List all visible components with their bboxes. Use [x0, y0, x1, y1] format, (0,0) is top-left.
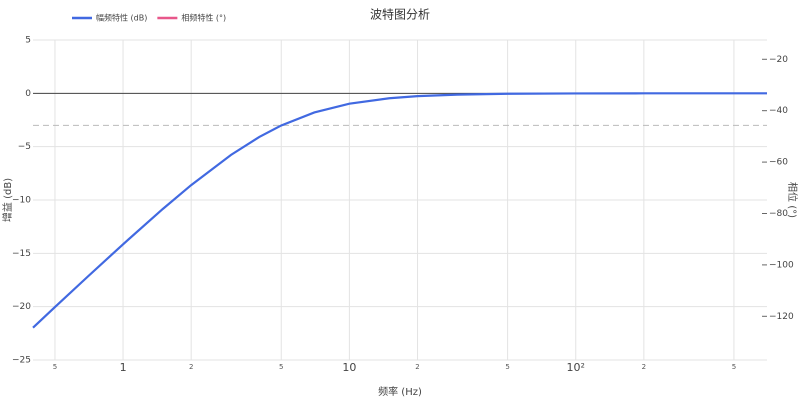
- y-tick-label: 0: [25, 89, 31, 99]
- x-axis-label: 频率 (Hz): [378, 385, 422, 398]
- y-tick-label: −25: [12, 356, 31, 366]
- x-tick-label: 5: [732, 363, 736, 371]
- y2-tick-label: −40: [769, 106, 788, 116]
- y-axis-label: 增益 (dB): [1, 178, 14, 222]
- x-tick-label: 2: [415, 363, 419, 371]
- y-tick-label: −15: [12, 249, 31, 259]
- x-tick-label: 2: [642, 363, 646, 371]
- x-tick-label: 5: [279, 363, 283, 371]
- y-tick-label: −10: [12, 196, 31, 206]
- y-tick-label: 5: [25, 36, 31, 46]
- x-tick-label: 2: [189, 363, 193, 371]
- y2-tick-label: −100: [769, 260, 794, 270]
- y2-axis-label: 相位 (°): [786, 182, 799, 218]
- y-tick-label: −20: [12, 302, 31, 312]
- x-tick-label: 10: [342, 361, 356, 374]
- y2-tick-label: −80: [769, 209, 788, 219]
- x-tick-label: 5: [53, 363, 57, 371]
- series-line: [32, 92, 767, 329]
- y-tick-label: −5: [18, 142, 31, 152]
- x-tick-label: 10²: [567, 361, 585, 374]
- legend-label: 相频特性 (°): [181, 13, 226, 23]
- y2-tick-label: −60: [769, 158, 788, 168]
- legend-label: 幅频特性 (dB): [96, 13, 147, 23]
- y2-tick-label: −20: [769, 55, 788, 65]
- x-tick-label: 5: [505, 363, 509, 371]
- y2-tick-label: −120: [769, 312, 794, 322]
- x-tick-label: 1: [120, 361, 127, 374]
- chart-title: 波特图分析: [370, 7, 430, 22]
